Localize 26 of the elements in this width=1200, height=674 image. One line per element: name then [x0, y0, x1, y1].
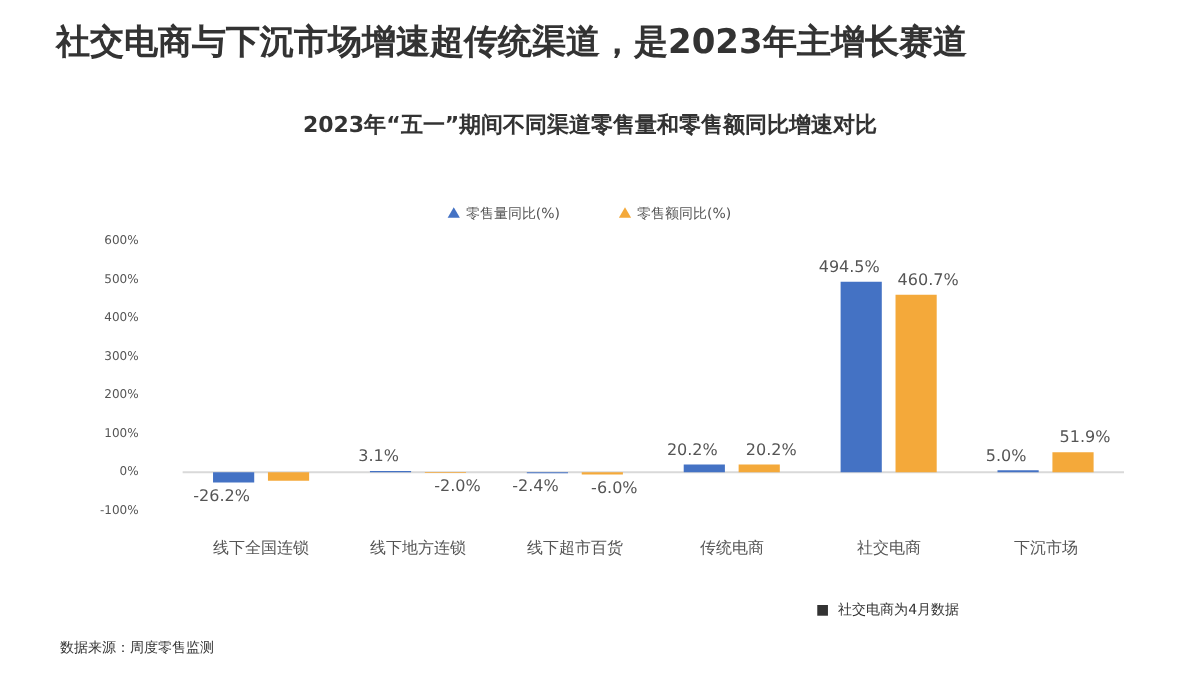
bar [683, 464, 725, 473]
x-tick-label: 社交电商 [856, 538, 921, 557]
data-label: 51.9% [1059, 428, 1112, 447]
data-label: 5.0% [985, 446, 1028, 465]
data-label: 20.2% [745, 440, 798, 459]
data-label: 3.1% [358, 447, 400, 466]
bar [895, 294, 937, 473]
data-label: 20.2% [666, 440, 719, 459]
x-tick-label: 下沉市场 [1013, 538, 1078, 557]
bar [267, 472, 310, 481]
bar [840, 281, 882, 473]
bar [738, 464, 780, 473]
data-label: -2.4% [512, 477, 560, 496]
chart-subtitle: 2023年“五一”期间不同渠道零售量和零售额同比增速对比 [302, 111, 878, 138]
x-tick-label: 线下全国连锁 [213, 538, 310, 557]
data-label: 460.7% [897, 271, 960, 290]
x-tick-label: 线下超市百货 [526, 538, 623, 557]
x-tick-label: 传统电商 [699, 538, 764, 557]
data-label: -6.0% [591, 478, 639, 497]
chart-title: 社交电商与下沉市场增速超传统渠道，是2023年主增长赛道 [54, 23, 967, 64]
bar [213, 472, 255, 483]
data-label: -26.2% [193, 486, 251, 505]
bar [1052, 452, 1094, 473]
data-label: -2.0% [434, 477, 482, 496]
data-label: 494.5% [818, 257, 881, 276]
x-tick-label: 线下地方连锁 [369, 538, 466, 557]
